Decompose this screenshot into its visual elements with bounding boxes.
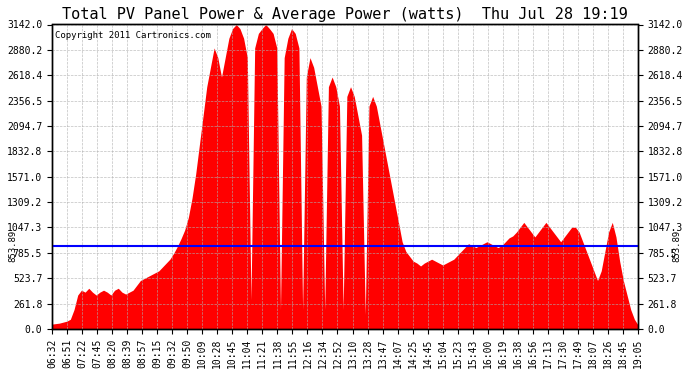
Title: Total PV Panel Power & Average Power (watts)  Thu Jul 28 19:19: Total PV Panel Power & Average Power (wa… bbox=[62, 7, 628, 22]
Text: 853.89: 853.89 bbox=[673, 230, 682, 262]
Text: Copyright 2011 Cartronics.com: Copyright 2011 Cartronics.com bbox=[55, 31, 210, 40]
Text: 853.89: 853.89 bbox=[8, 230, 17, 262]
